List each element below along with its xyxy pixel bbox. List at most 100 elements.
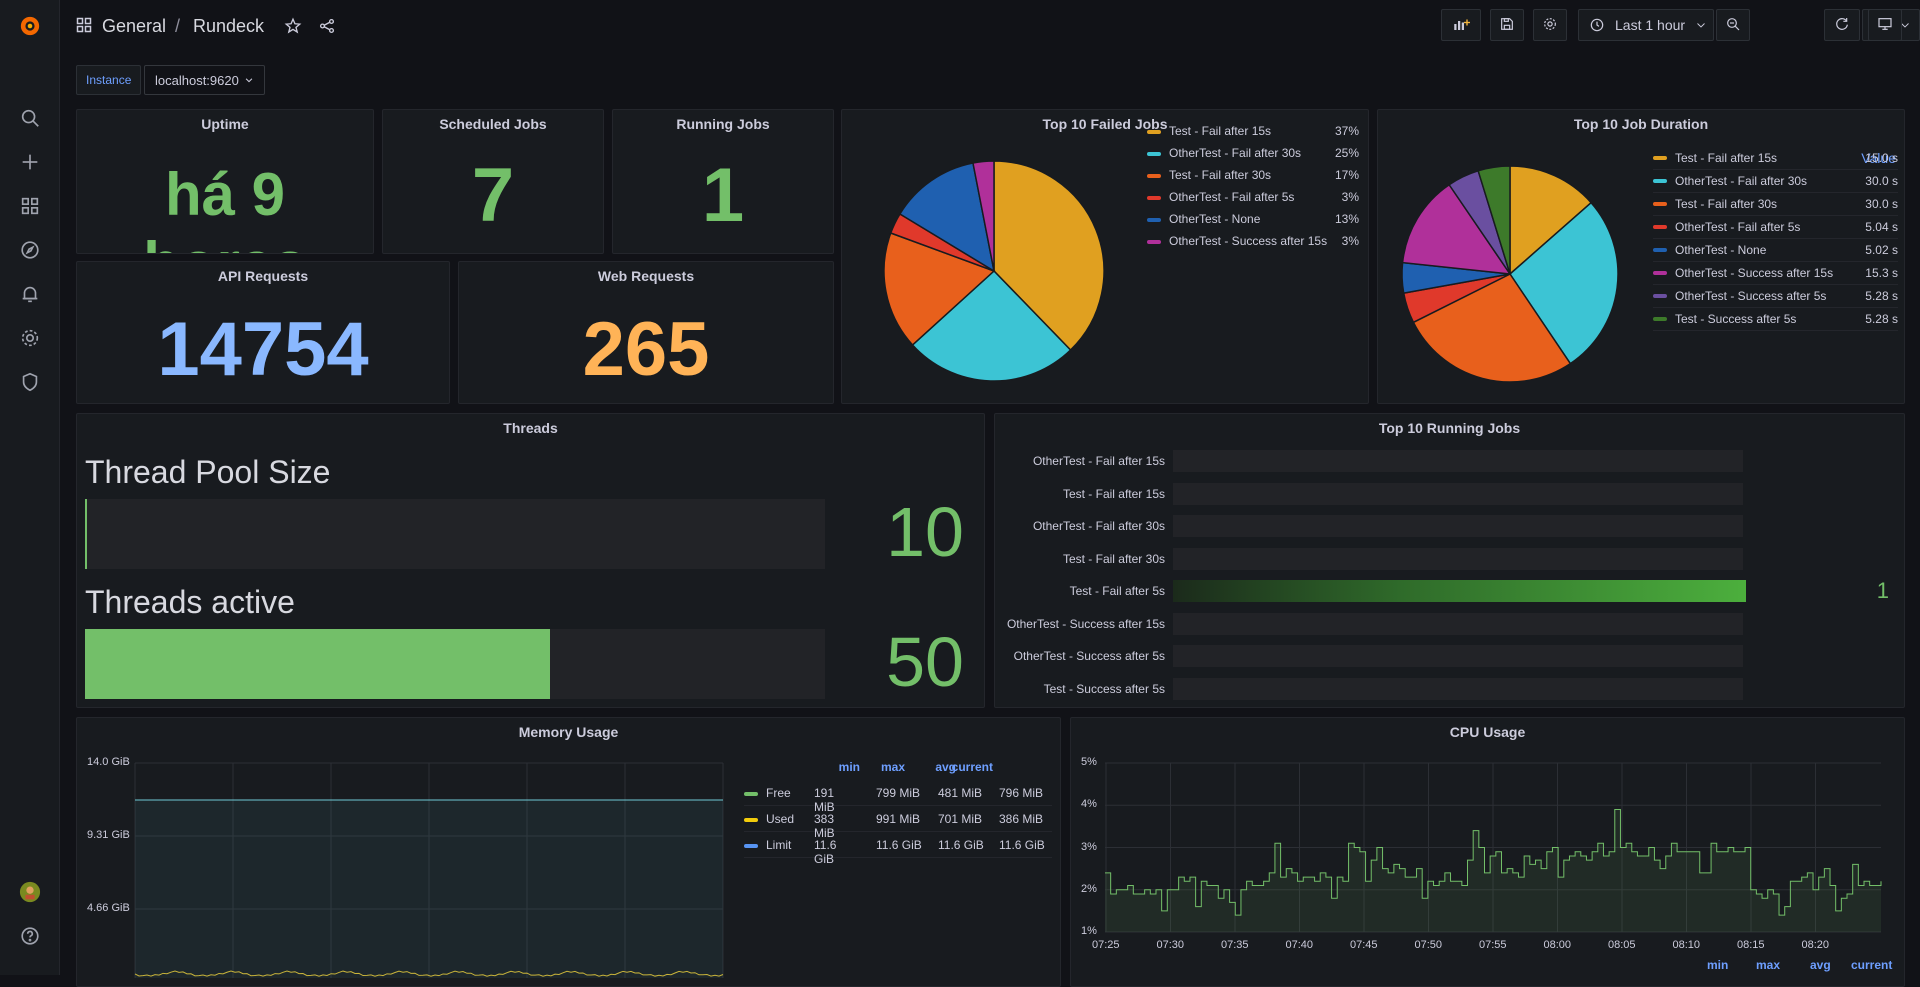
running-job-bar-track[interactable] bbox=[1173, 645, 1743, 667]
zoom-out-button[interactable] bbox=[1716, 9, 1750, 41]
star-icon[interactable] bbox=[284, 17, 302, 38]
running-job-bar-track[interactable] bbox=[1173, 612, 1743, 635]
side-menu bbox=[0, 0, 60, 975]
panel-title[interactable]: CPU Usage bbox=[1449, 724, 1526, 740]
legend-item[interactable]: Test - Fail after 15s 37% bbox=[1147, 124, 1359, 140]
panel-title[interactable]: Web Requests bbox=[597, 268, 695, 284]
panel-title[interactable]: API Requests bbox=[217, 268, 309, 284]
save-dashboard-button[interactable] bbox=[1490, 9, 1524, 41]
time-range-picker[interactable]: Last 1 hour bbox=[1578, 9, 1714, 41]
running-job-label: OtherTest - Fail after 30s bbox=[1032, 519, 1165, 533]
tv-mode-button[interactable] bbox=[1868, 9, 1902, 41]
legend-avg: 701 MiB bbox=[938, 812, 983, 826]
legend-value: 5.28 s bbox=[1865, 289, 1898, 303]
running-job-bar-track[interactable] bbox=[1173, 580, 1746, 602]
legend-item[interactable]: Test - Fail after 30s 17% bbox=[1147, 168, 1359, 184]
instance-variable-select[interactable]: localhost:9620 bbox=[144, 65, 265, 95]
panel-title[interactable]: Top 10 Job Duration bbox=[1573, 116, 1709, 132]
legend-item[interactable]: Test - Fail after 15s 15.0 s bbox=[1653, 148, 1898, 170]
legend-column-header[interactable]: avg bbox=[935, 760, 956, 774]
limit-series-area bbox=[135, 800, 723, 978]
legend-item[interactable]: OtherTest - Fail after 5s 5.04 s bbox=[1653, 217, 1898, 239]
legend-item[interactable]: OtherTest - Success after 15s 15.3 s bbox=[1653, 263, 1898, 285]
legend-color-swatch bbox=[1653, 294, 1667, 298]
legend-item[interactable]: Test - Success after 5s 5.28 s bbox=[1653, 309, 1898, 331]
threads-panel: Threads Thread Pool Size 10 Threads acti… bbox=[76, 413, 985, 708]
legend-column-header[interactable]: min bbox=[1707, 958, 1729, 972]
x-axis-tick: 08:00 bbox=[1543, 939, 1572, 951]
legend-column-header[interactable]: min bbox=[838, 760, 860, 774]
running-job-bar-track[interactable] bbox=[1173, 482, 1743, 505]
search-icon[interactable] bbox=[16, 104, 44, 132]
legend-percent: 13% bbox=[1334, 212, 1359, 226]
legend-item[interactable]: OtherTest - None 5.02 s bbox=[1653, 240, 1898, 262]
panel-title[interactable]: Top 10 Running Jobs bbox=[1378, 420, 1521, 436]
pie-slice-1[interactable] bbox=[911, 269, 1072, 382]
legend-item[interactable]: OtherTest - Success after 5s 5.28 s bbox=[1653, 286, 1898, 308]
breadcrumb-folder[interactable]: General bbox=[102, 16, 167, 36]
panel-title[interactable]: Scheduled Jobs bbox=[439, 116, 547, 132]
panel-title[interactable]: Memory Usage bbox=[518, 724, 619, 740]
explore-compass-icon[interactable] bbox=[16, 236, 44, 264]
help-icon[interactable] bbox=[16, 922, 44, 950]
panel-title[interactable]: Top 10 Failed Jobs bbox=[1042, 116, 1168, 132]
legend-column-header[interactable]: current bbox=[1851, 958, 1893, 972]
running-job-bar-track[interactable] bbox=[1173, 450, 1743, 472]
configuration-gear-icon[interactable] bbox=[16, 324, 44, 352]
panel-title[interactable]: Threads bbox=[503, 420, 558, 436]
legend-column-header[interactable]: max bbox=[1756, 958, 1781, 972]
legend-row[interactable]: Limit 11.6 GiB 11.6 GiB 11.6 GiB 11.6 GiB bbox=[744, 836, 1052, 866]
legend-row[interactable]: Used 383 MiB 991 MiB 701 MiB 386 MiB bbox=[744, 810, 1052, 840]
dashboard-settings-button[interactable] bbox=[1533, 9, 1567, 41]
pie-slice-4[interactable] bbox=[898, 162, 996, 273]
panel-title[interactable]: Running Jobs bbox=[676, 116, 770, 132]
legend-item[interactable]: Test - Fail after 30s 30.0 s bbox=[1653, 194, 1898, 216]
breadcrumb-dashboard-title[interactable]: Rundeck bbox=[193, 16, 265, 36]
user-avatar[interactable] bbox=[16, 878, 44, 906]
legend-item[interactable]: OtherTest - Fail after 30s 25% bbox=[1147, 146, 1359, 162]
api-requests-value: 14754 bbox=[157, 307, 369, 392]
legend-label: OtherTest - Fail after 5s bbox=[1675, 220, 1801, 234]
pie-slice-7[interactable] bbox=[1477, 165, 1511, 275]
pie-slice-0[interactable] bbox=[1509, 165, 1593, 276]
legend-item[interactable]: OtherTest - Success after 15s 3% bbox=[1147, 234, 1359, 250]
panel-title[interactable]: Uptime bbox=[201, 116, 249, 132]
legend-label: OtherTest - Fail after 5s bbox=[1169, 190, 1295, 204]
legend-column-header[interactable]: max bbox=[880, 760, 905, 774]
legend-value: 15.3 s bbox=[1865, 266, 1898, 280]
running-jobs-bar-panel: Top 10 Running Jobs OtherTest - Fail aft… bbox=[994, 413, 1905, 708]
legend-column-header[interactable]: avg bbox=[1810, 958, 1831, 972]
grafana-logo-icon[interactable] bbox=[16, 12, 44, 40]
pie-slice-1[interactable] bbox=[1509, 201, 1619, 365]
running-job-bar-track[interactable] bbox=[1173, 677, 1743, 700]
legend-item[interactable]: OtherTest - None 13% bbox=[1147, 212, 1359, 228]
dashboards-icon[interactable] bbox=[16, 192, 44, 220]
x-axis-tick: 07:45 bbox=[1350, 939, 1378, 951]
uptime-panel: Uptime há 9 horas bbox=[76, 109, 374, 254]
add-panel-button[interactable] bbox=[1441, 9, 1481, 41]
legend-column-header[interactable]: current bbox=[951, 760, 993, 774]
value-column-header[interactable]: Value bbox=[1861, 150, 1896, 166]
legend-row[interactable]: Free 191 MiB 799 MiB 481 MiB 796 MiB bbox=[744, 784, 1052, 814]
scheduled-jobs-panel: Scheduled Jobs 7 bbox=[382, 109, 604, 254]
running-job-bar-track[interactable] bbox=[1173, 515, 1743, 537]
pie-slice-0[interactable] bbox=[993, 160, 1104, 352]
server-admin-shield-icon[interactable] bbox=[16, 368, 44, 396]
running-job-label: Test - Fail after 15s bbox=[1062, 486, 1165, 501]
legend-item[interactable]: OtherTest - Fail after 5s 3% bbox=[1147, 190, 1359, 206]
refresh-button[interactable] bbox=[1824, 9, 1860, 41]
create-plus-icon[interactable] bbox=[16, 148, 44, 176]
share-icon[interactable] bbox=[318, 17, 336, 38]
save-icon bbox=[1499, 16, 1515, 35]
pie-slice-5[interactable] bbox=[972, 160, 995, 272]
legend-label: OtherTest - Success after 5s bbox=[1675, 289, 1827, 303]
running-job-bar-track[interactable] bbox=[1173, 547, 1743, 570]
pie-slice-2[interactable] bbox=[1412, 273, 1572, 383]
legend-color-swatch bbox=[1147, 240, 1161, 244]
pie-slice-5[interactable] bbox=[1401, 183, 1512, 275]
legend-item[interactable]: OtherTest - Fail after 30s 30.0 s bbox=[1653, 171, 1898, 193]
alerting-bell-icon[interactable] bbox=[16, 280, 44, 308]
threads-active-bar-fill bbox=[85, 629, 550, 699]
legend-color-swatch bbox=[1653, 271, 1667, 275]
running-job-bar-fill bbox=[1173, 580, 1746, 602]
